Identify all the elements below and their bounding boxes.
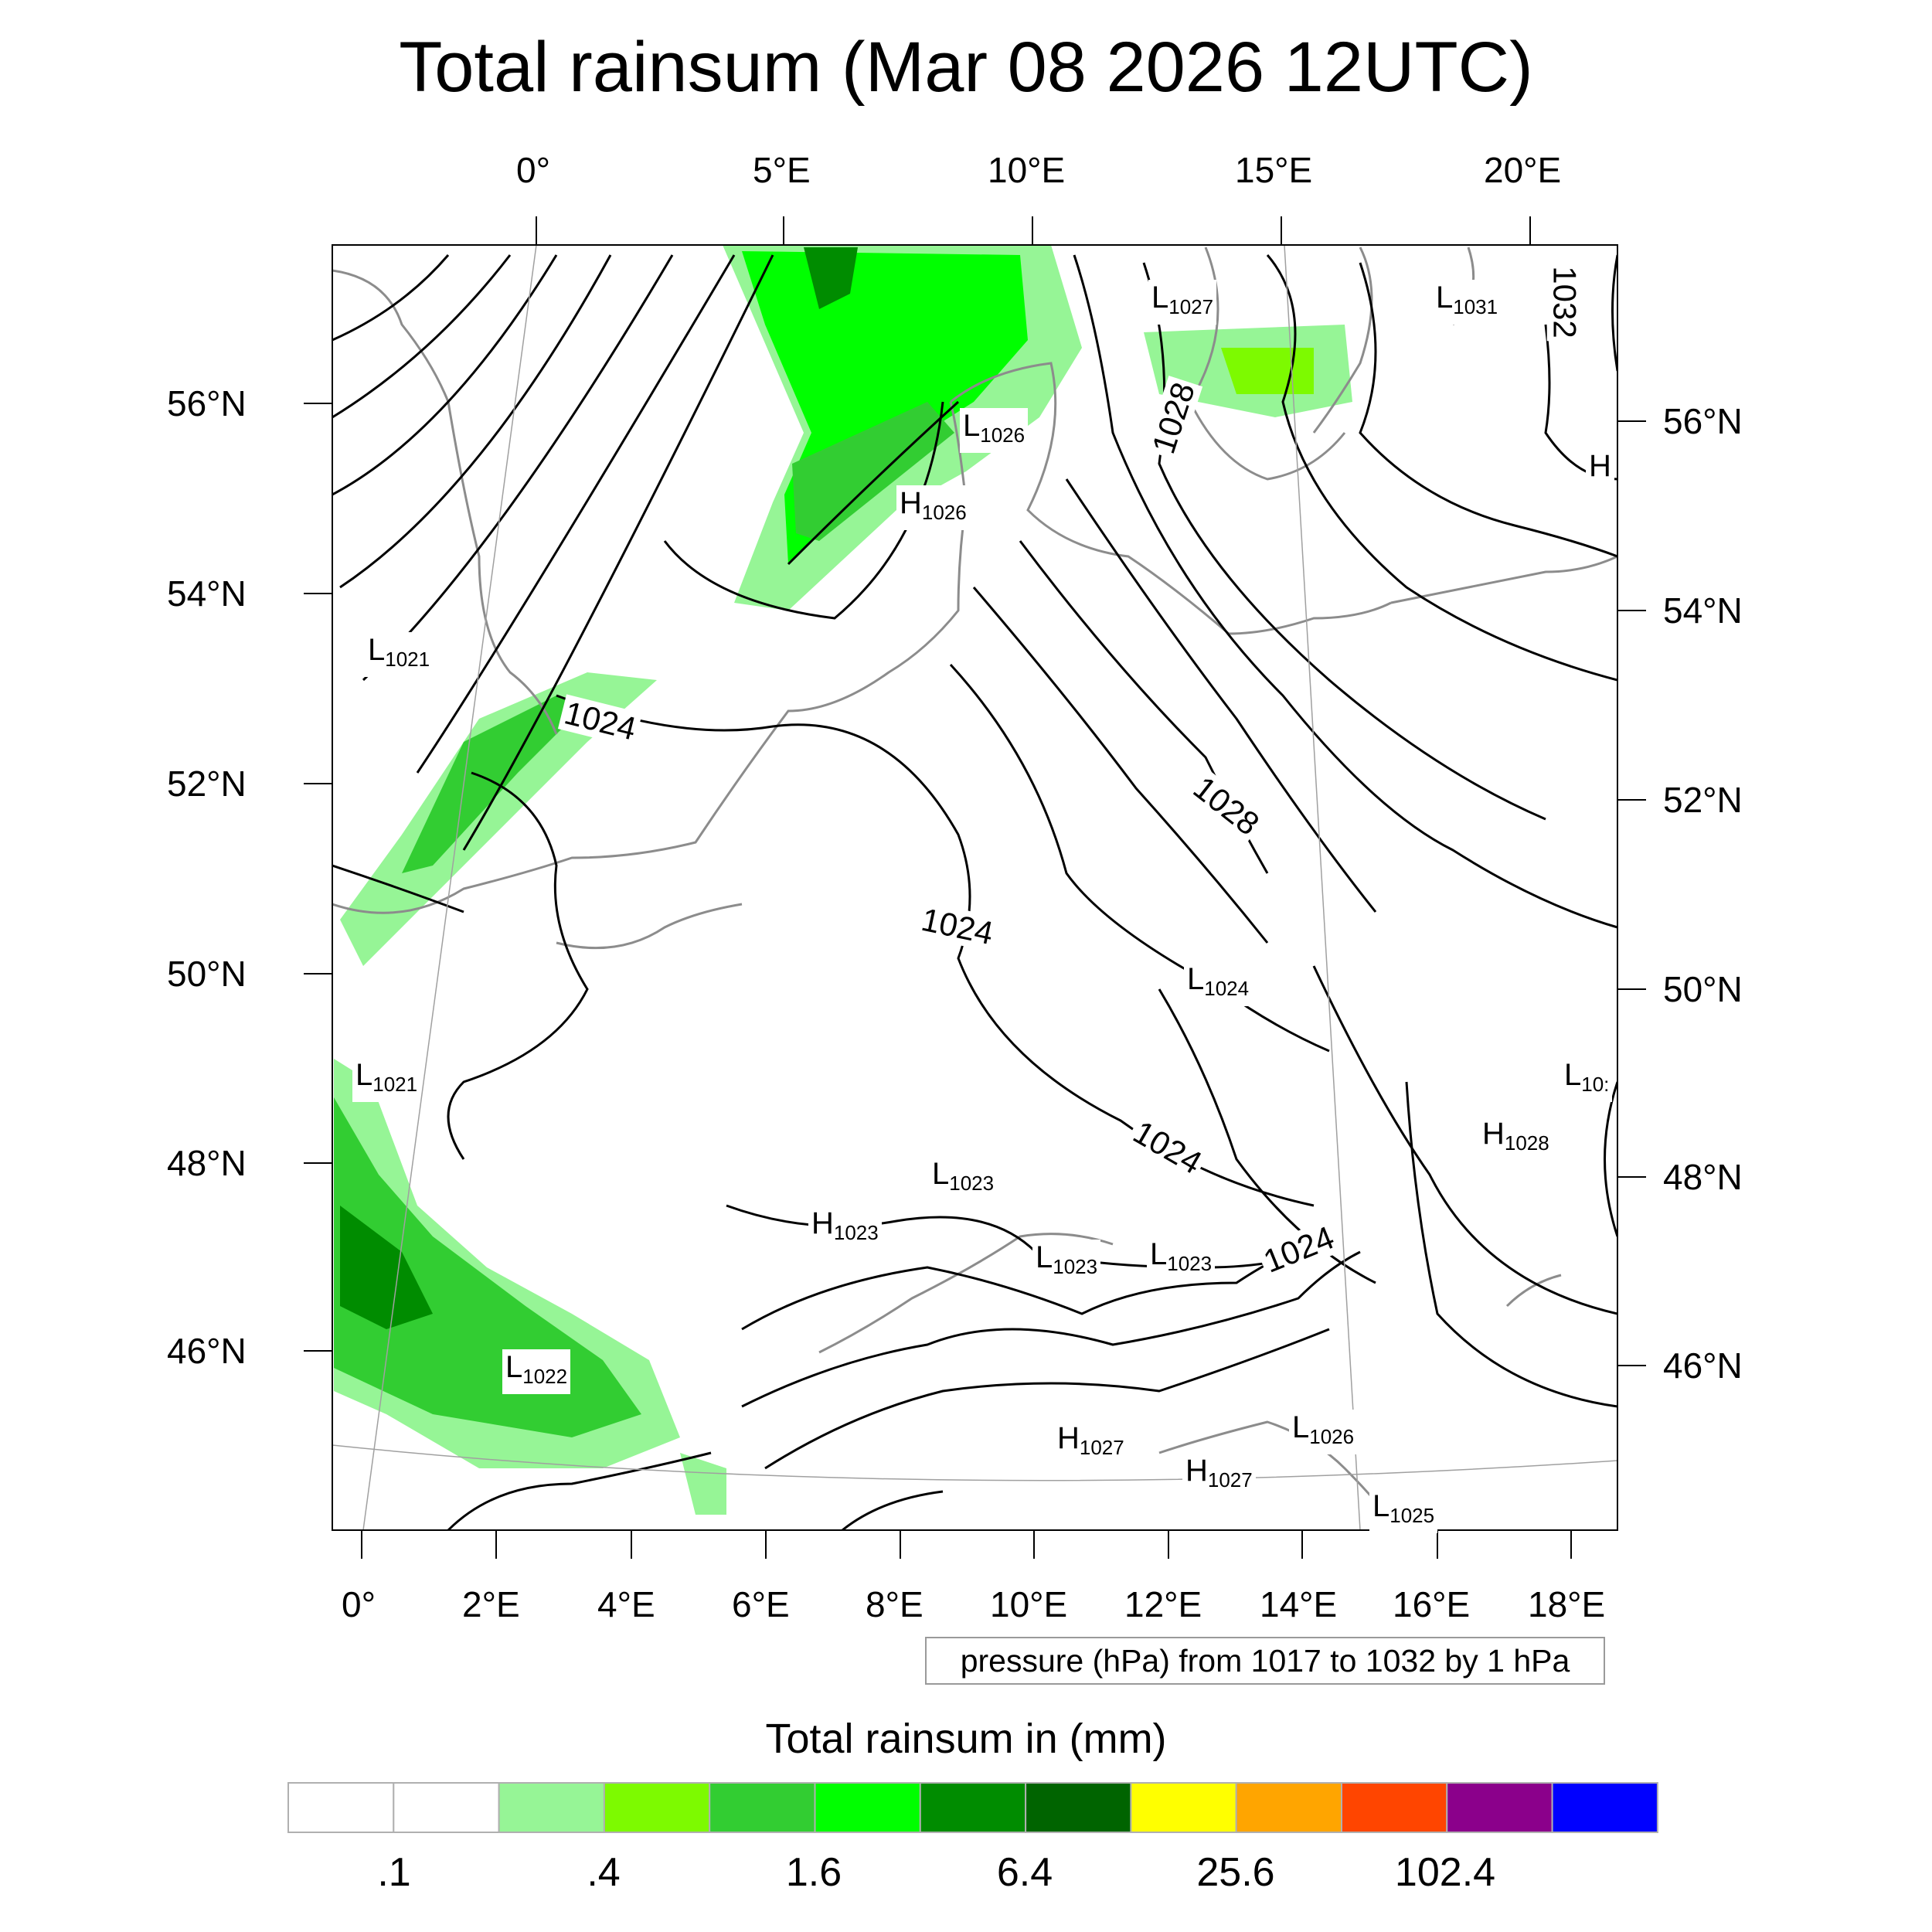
colorbar-box [1130, 1782, 1237, 1833]
bottom-lon-label: 10°E [990, 1584, 1068, 1624]
pressure-center-label: L10: [1561, 1057, 1613, 1102]
colorbar-label: .1 [377, 1850, 411, 1895]
colorbar-box [919, 1782, 1027, 1833]
top-lon-label: 5°E [753, 150, 811, 190]
pressure-center-label: L1024 [1184, 961, 1253, 1006]
rain-area-alps-east [680, 1453, 726, 1515]
colorbar-box [393, 1782, 500, 1833]
pressure-center-label: L1027 [1148, 280, 1217, 325]
pressure-center-label: H1027 [1182, 1453, 1256, 1498]
bottom-lon-label: 8°E [866, 1584, 923, 1624]
graticule [332, 245, 1617, 1530]
isobar-label: 1032 [1546, 263, 1583, 342]
bottom-lon-label: 4°E [597, 1584, 655, 1624]
right-lat-label: 52°N [1663, 780, 1743, 820]
colorbar-label: .4 [587, 1850, 621, 1895]
pressure-center-label: L1021 [365, 632, 434, 677]
pressure-center-label: L1023 [1147, 1236, 1216, 1281]
bottom-lon-label: 14°E [1260, 1584, 1338, 1624]
contour-note: pressure (hPa) from 1017 to 1032 by 1 hP… [925, 1637, 1605, 1685]
rain-area-north-sea-band [792, 402, 954, 541]
colorbar-box [1235, 1782, 1342, 1833]
left-lat-label: 48°N [167, 1143, 247, 1183]
pressure-center-label: H [1586, 448, 1614, 493]
bottom-lon-label: 6°E [732, 1584, 790, 1624]
top-lon-label: 15°E [1235, 150, 1313, 190]
rain-area-denmark-core [1221, 348, 1314, 394]
pressure-center-label: H1026 [896, 485, 970, 530]
left-lat-label: 54°N [167, 573, 247, 614]
pressure-center-label: H1023 [808, 1206, 882, 1250]
bottom-lon-label: 0° [342, 1584, 376, 1624]
colorbar-box [498, 1782, 605, 1833]
colorbar [287, 1782, 1658, 1833]
top-lon-label: 20°E [1484, 150, 1562, 190]
pressure-center-label: H1028 [1479, 1116, 1553, 1161]
top-lon-label: 0° [516, 150, 550, 190]
right-lat-label: 48°N [1663, 1157, 1743, 1197]
colorbar-box [1341, 1782, 1448, 1833]
top-lon-label: 10°E [988, 150, 1066, 190]
pressure-center-label: L1031 [1433, 280, 1502, 325]
colorbar-box [603, 1782, 711, 1833]
pressure-center-label: L1021 [352, 1057, 421, 1102]
bottom-lon-label: 2°E [462, 1584, 520, 1624]
left-lat-label: 50°N [167, 954, 247, 994]
right-lat-label: 46°N [1663, 1345, 1743, 1386]
rain-area-holland-band [340, 672, 657, 966]
pressure-center-label: H1027 [1054, 1420, 1128, 1465]
colorbar-box [287, 1782, 395, 1833]
pressure-center-label: L1026 [960, 408, 1029, 453]
bottom-lon-label: 16°E [1393, 1584, 1471, 1624]
rain-area-holland-core [402, 696, 587, 873]
pressure-center-label: L1023 [1032, 1240, 1101, 1284]
colorbar-label: 102.4 [1394, 1850, 1496, 1895]
rain-area-north-sea-dark [804, 247, 858, 309]
colorbar-box [1446, 1782, 1553, 1833]
left-lat-label: 52°N [167, 764, 247, 804]
colorbar-box [709, 1782, 816, 1833]
bottom-lon-label: 12°E [1124, 1584, 1202, 1624]
right-lat-label: 54°N [1663, 590, 1743, 631]
colorbar-label: 1.6 [785, 1850, 842, 1895]
right-lat-label: 56°N [1663, 401, 1743, 441]
left-lat-label: 46°N [167, 1331, 247, 1371]
colorbar-label: 6.4 [996, 1850, 1053, 1895]
map-frame [332, 244, 1618, 1531]
colorbar-label: 25.6 [1196, 1850, 1275, 1895]
map-title: Total rainsum (Mar 08 2026 12UTC) [399, 28, 1533, 107]
bottom-lon-label: 18°E [1528, 1584, 1606, 1624]
pressure-center-label: L1026 [1289, 1410, 1358, 1454]
pressure-center-label: L1023 [929, 1156, 998, 1201]
colorbar-box [1551, 1782, 1658, 1833]
rain-area-france-dark [340, 1206, 433, 1329]
pressure-center-label: L1025 [1369, 1488, 1438, 1533]
colorbar-box [1025, 1782, 1132, 1833]
pressure-center-label: L1022 [502, 1349, 571, 1394]
colorbar-box [814, 1782, 921, 1833]
right-lat-label: 50°N [1663, 969, 1743, 1009]
colorbar-title: Total rainsum in (mm) [765, 1716, 1167, 1762]
axis-ticks [304, 216, 1646, 1559]
precipitation-field [334, 245, 1352, 1515]
left-lat-label: 56°N [167, 383, 247, 423]
